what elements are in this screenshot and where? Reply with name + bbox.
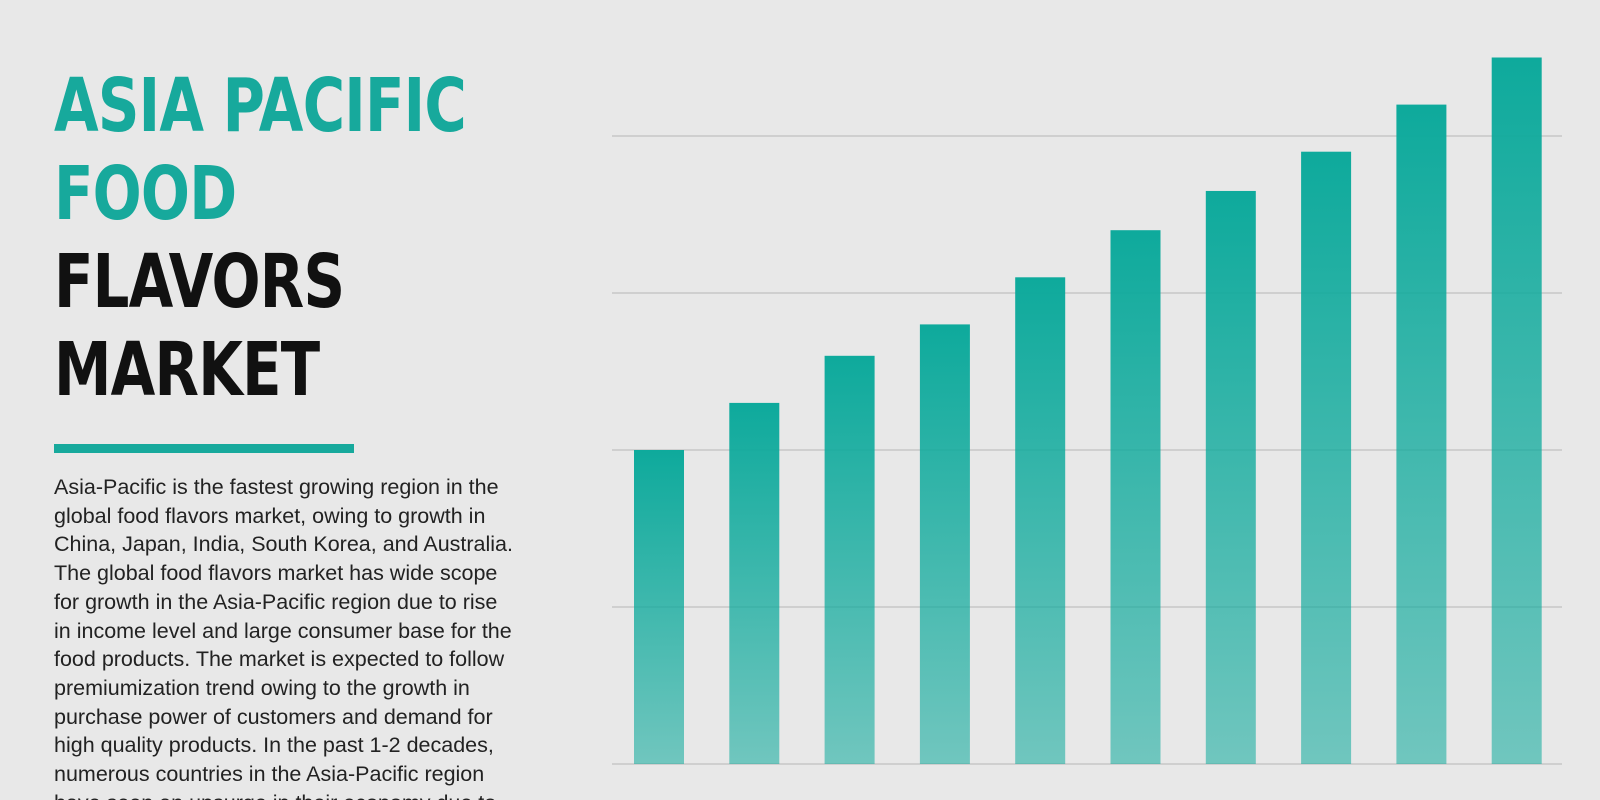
body-line: The global food flavors market has wide … (54, 561, 498, 586)
title-line: FLAVORS (54, 239, 345, 325)
title-line: ASIA PACIFIC (54, 63, 467, 149)
body-line: have seen an upsurge in their economy du… (54, 789, 513, 800)
body-text: Asia-Pacific is the fastest growing regi… (54, 473, 513, 800)
body-line: numerous countries in the Asia-Pacific r… (54, 762, 485, 787)
bar (824, 355, 875, 764)
body-line: China, Japan, India, South Korea, and Au… (54, 532, 513, 557)
title: ASIA PACIFIC FOOD FLAVORS MARKET (54, 62, 582, 414)
divider (54, 444, 354, 453)
bar (1301, 151, 1352, 764)
body-line: for growth in the Asia-Pacific region du… (54, 589, 498, 614)
bar (919, 324, 970, 764)
body-line: purchase power of customers and demand f… (54, 704, 493, 729)
title-line: FOOD (54, 151, 237, 237)
bar (729, 402, 780, 764)
bar (1205, 190, 1256, 764)
bar (1015, 277, 1066, 764)
body-line: Asia-Pacific is the fastest growing regi… (54, 475, 499, 499)
body-line: premiumization trend owing to the growth… (54, 675, 470, 700)
body-line: food products. The market is expected to… (54, 647, 505, 672)
body-line: global food flavors market, owing to gro… (54, 503, 486, 528)
bar (634, 450, 684, 764)
body-line: in income level and large consumer base … (54, 618, 512, 643)
bar (1491, 57, 1542, 764)
title-line: MARKET (54, 327, 320, 413)
body-line: high quality products. In the past 1-2 d… (54, 733, 494, 758)
bar (1110, 230, 1161, 764)
bar (1396, 104, 1447, 765)
